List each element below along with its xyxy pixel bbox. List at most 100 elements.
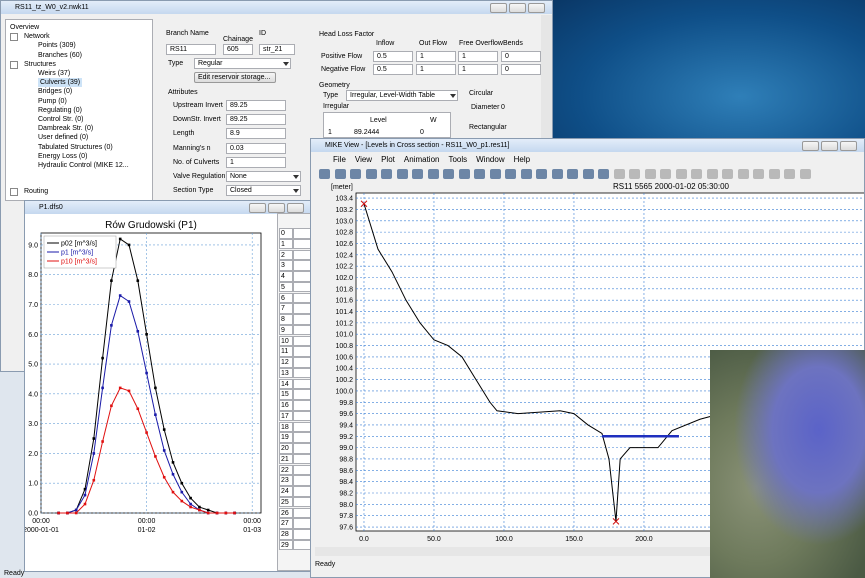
field-value: Edit reservoir storage... <box>198 73 270 82</box>
data-point <box>84 494 87 497</box>
input-field: 0.5 <box>373 64 413 75</box>
row-number: 14 <box>281 380 289 389</box>
tree-item[interactable]: Weirs (37) <box>38 69 70 78</box>
dropdown[interactable]: Closed <box>226 185 301 196</box>
row-header: 21 <box>279 454 293 465</box>
label: 0 <box>501 103 505 112</box>
button[interactable]: Edit reservoir storage... <box>194 72 276 83</box>
tree-item[interactable]: Culverts (39) <box>38 78 82 87</box>
tree-item[interactable]: Routing <box>24 187 48 196</box>
y-tick-label: 97.8 <box>339 513 353 520</box>
row-header: 22 <box>279 465 293 476</box>
tree-item[interactable]: Overview <box>10 23 39 32</box>
tree-item[interactable]: Energy Loss (0) <box>38 152 87 161</box>
table-cell: 89.2444 <box>354 128 379 137</box>
data-point <box>145 372 148 375</box>
data-point <box>216 512 219 515</box>
tree-item[interactable]: Hydraulic Control (MIKE 12... <box>38 161 129 170</box>
label: DownStr. Invert <box>173 115 221 124</box>
expand-icon <box>10 33 18 41</box>
tree-item[interactable]: User defined (0) <box>38 133 88 142</box>
dropdown[interactable]: Regular <box>194 58 291 69</box>
row-header: 18 <box>279 422 293 433</box>
dropdown[interactable]: Irregular, Level-Width Table <box>346 90 458 101</box>
row-number: 15 <box>281 390 289 399</box>
window-button[interactable] <box>490 3 507 13</box>
label: Type <box>168 59 183 68</box>
x-tick-label: 00:00 2000-01-01 <box>24 517 71 535</box>
y-tick-label: 97.6 <box>339 525 353 532</box>
input-field: 0 <box>501 64 541 75</box>
row-header: 0 <box>279 228 293 239</box>
row-header: 26 <box>279 508 293 519</box>
tree-item[interactable]: Regulating (0) <box>38 106 82 115</box>
y-tick-label: 3.0 <box>28 421 38 428</box>
row-header: 14 <box>279 379 293 390</box>
data-point <box>181 482 184 485</box>
input-field: 1 <box>226 157 286 168</box>
table-cell: 0 <box>420 128 424 137</box>
data-point <box>137 279 140 282</box>
row-number: 26 <box>281 509 289 518</box>
window-button[interactable] <box>528 3 545 13</box>
window-button[interactable] <box>287 203 304 213</box>
row-header: 6 <box>279 293 293 304</box>
tree-item[interactable]: Branches (60) <box>38 51 82 60</box>
y-tick-label: 9.0 <box>28 242 38 249</box>
geometry-table: LevelW189.24440 <box>323 112 451 138</box>
y-tick-label: 7.0 <box>28 302 38 309</box>
column-header: W <box>430 116 437 125</box>
row-number: 18 <box>281 423 289 432</box>
tree-item[interactable]: Tabulated Structures (0) <box>38 143 113 152</box>
label: Geometry <box>319 81 350 90</box>
input-field: 89.25 <box>226 100 286 111</box>
y-axis-label: [meter] <box>331 184 353 191</box>
row-header: 9 <box>279 325 293 336</box>
label: No. of Culverts <box>173 158 219 167</box>
y-tick-label: 101.0 <box>335 332 353 339</box>
field-value: None <box>230 172 247 181</box>
row-number: 2 <box>281 251 285 260</box>
input-field: str_21 <box>259 44 295 55</box>
field-value: 1 <box>420 52 424 61</box>
dropdown[interactable]: None <box>226 171 301 182</box>
data-point <box>198 509 201 512</box>
tree-item[interactable]: Network <box>24 32 50 41</box>
y-tick-label: 103.0 <box>335 218 353 225</box>
dropdown-arrow <box>283 62 289 66</box>
y-tick-label: 100.6 <box>335 354 353 361</box>
row-header: 23 <box>279 475 293 486</box>
y-tick-label: 1.0 <box>28 481 38 488</box>
x-tick-label: 0.0 <box>334 535 394 544</box>
dropdown-arrow <box>450 94 456 98</box>
y-tick-label: 102.6 <box>335 241 353 248</box>
tree-item[interactable]: Points (309) <box>38 41 76 50</box>
row-header: 10 <box>279 336 293 347</box>
input-field: 0.03 <box>226 143 286 154</box>
input-field: 89.25 <box>226 114 286 125</box>
data-point <box>233 512 236 515</box>
chart-title: RS11 5565 2000-01-02 05:30:00 <box>613 182 729 191</box>
y-tick-label: 100.4 <box>335 366 353 373</box>
tree-item[interactable]: Pump (0) <box>38 97 67 106</box>
row-number: 23 <box>281 476 289 485</box>
tree-item[interactable]: Structures <box>24 60 56 69</box>
y-tick-label: 4.0 <box>28 391 38 398</box>
y-tick-label: 100.8 <box>335 343 353 350</box>
tree-item[interactable]: Bridges (0) <box>38 87 72 96</box>
tree-item[interactable]: Dambreak Str. (0) <box>38 124 93 133</box>
data-point <box>93 479 96 482</box>
data-point <box>119 387 122 390</box>
tree-item[interactable]: Control Str. (0) <box>38 115 84 124</box>
field-value: RS11 <box>170 45 187 54</box>
data-point <box>207 509 210 512</box>
data-point <box>75 509 78 512</box>
y-tick-label: 5.0 <box>28 362 38 369</box>
window-button[interactable] <box>509 3 526 13</box>
data-point <box>128 244 131 247</box>
y-tick-label: 2.0 <box>28 451 38 458</box>
row-header: 7 <box>279 303 293 314</box>
dropdown-arrow <box>293 175 299 179</box>
row-number: 4 <box>281 272 285 281</box>
y-tick-label: 100.0 <box>335 388 353 395</box>
